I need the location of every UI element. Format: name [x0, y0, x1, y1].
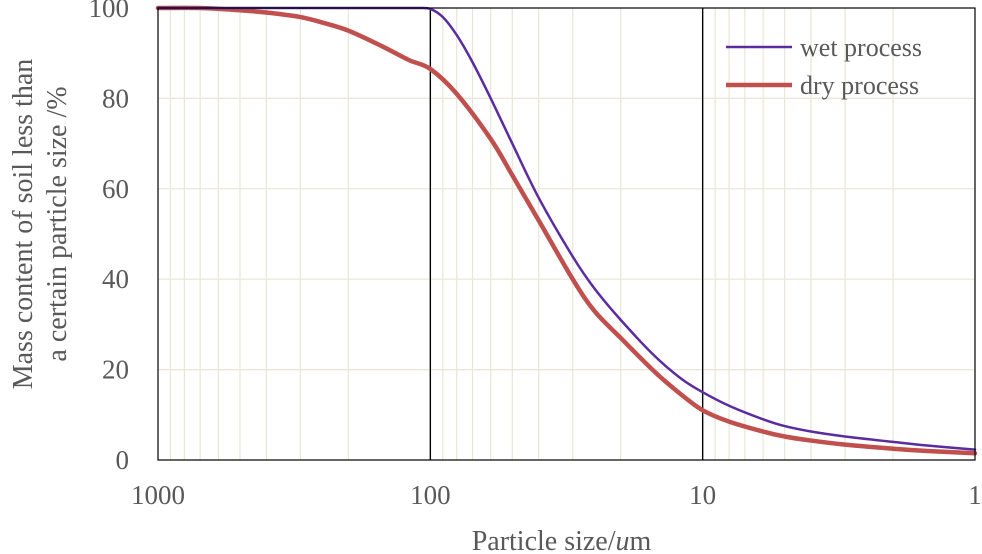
y-tick-label: 0 — [116, 445, 130, 475]
y-tick-label: 100 — [89, 0, 130, 23]
legend: wet process dry process — [726, 33, 922, 100]
series-line-dry-process — [155, 5, 978, 456]
y-tick-label: 40 — [102, 264, 129, 294]
y-tick-label: 20 — [102, 355, 129, 385]
x-tick-label: 1000 — [131, 480, 185, 510]
x-tick-label: 1 — [968, 480, 982, 510]
tick-labels: 0 20 40 60 80 100 1000 100 10 1 — [89, 0, 982, 510]
x-axis-title-unit: u — [616, 526, 630, 554]
x-axis-title-suffix: m — [630, 526, 652, 554]
grid — [158, 8, 975, 460]
y-axis-title-line-2: a certain particle size /% — [42, 86, 73, 361]
legend-label-wet-process: wet process — [800, 33, 922, 62]
plot-area-frame — [157, 7, 976, 461]
x-tick-label: 10 — [689, 480, 716, 510]
y-axis-title-line-1: Mass content of soil less than — [8, 59, 39, 390]
y-tick-label: 80 — [102, 83, 129, 113]
y-tick-label: 60 — [102, 174, 129, 204]
x-axis-title-prefix: Particle size/ — [472, 526, 616, 554]
x-axis-title: Particle size/um — [472, 526, 652, 554]
legend-label-dry-process: dry process — [800, 71, 919, 100]
x-tick-label: 100 — [410, 480, 451, 510]
y-axis-title: Mass content of soil less than a certain… — [8, 59, 73, 390]
